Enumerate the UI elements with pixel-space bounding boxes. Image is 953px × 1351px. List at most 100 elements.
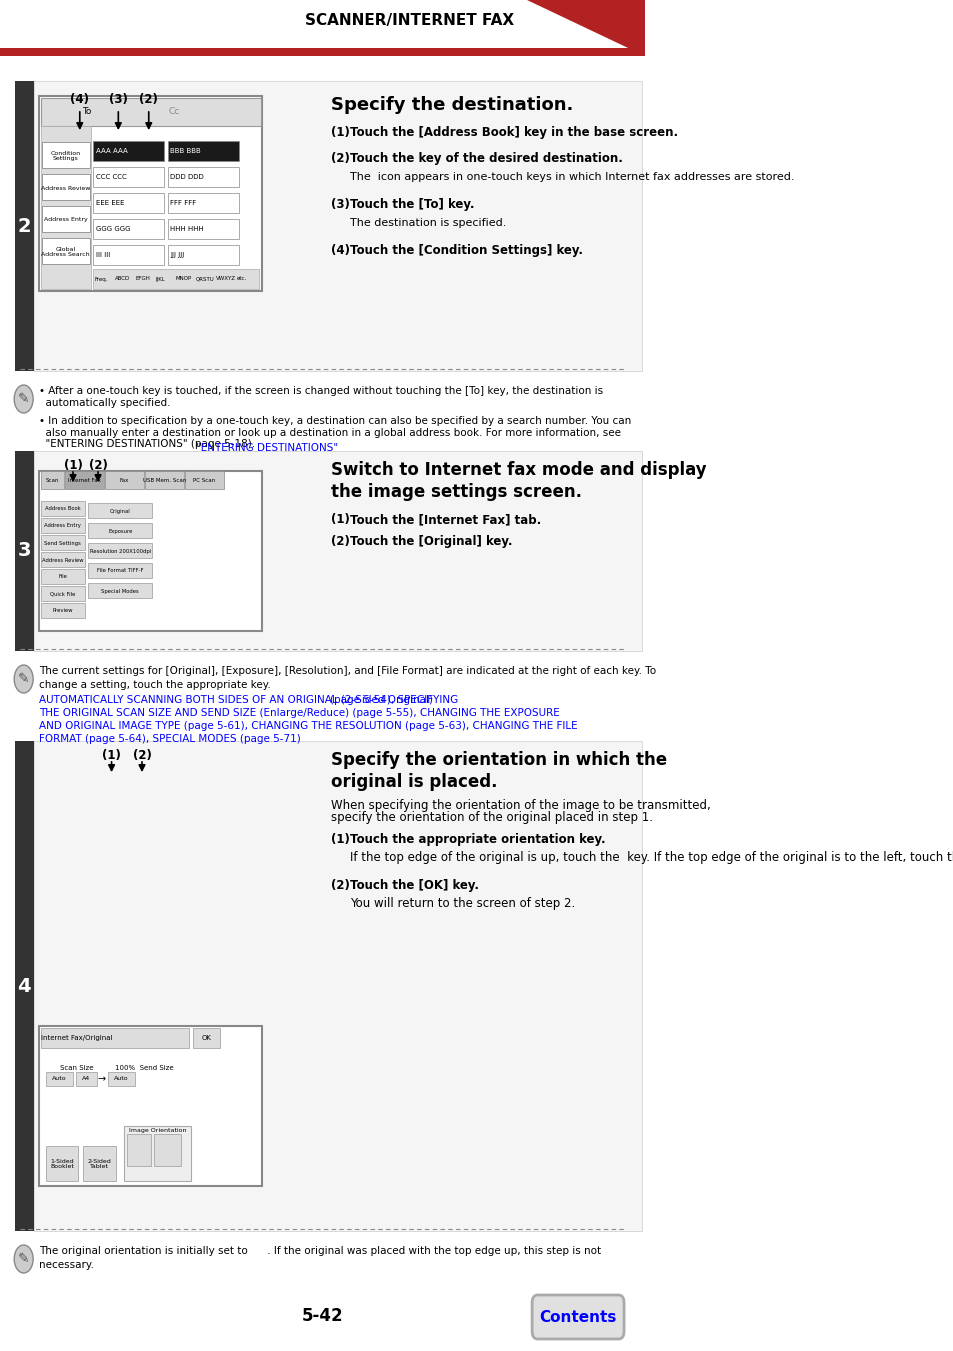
- Bar: [88, 503, 152, 517]
- Text: necessary.: necessary.: [39, 1260, 94, 1270]
- Bar: [41, 603, 85, 617]
- Text: PC Scan: PC Scan: [193, 477, 215, 482]
- Text: HHH HHH: HHH HHH: [171, 226, 204, 232]
- Bar: [41, 99, 261, 126]
- Text: Preview: Preview: [52, 608, 73, 613]
- Text: original is placed.: original is placed.: [331, 773, 497, 790]
- Bar: [124, 1125, 192, 1181]
- Text: (2): (2): [331, 153, 350, 165]
- Bar: [88, 543, 152, 558]
- Bar: [33, 451, 641, 651]
- Text: • In addition to specification by a one-touch key, a destination can also be spe: • In addition to specification by a one-…: [39, 416, 631, 449]
- Text: VWXYZ: VWXYZ: [216, 277, 236, 281]
- Text: Touch the [Address Book] key in the base screen.: Touch the [Address Book] key in the base…: [350, 126, 678, 139]
- Text: Special Modes: Special Modes: [101, 589, 139, 593]
- Text: Switch to Internet fax mode and display: Switch to Internet fax mode and display: [331, 461, 706, 480]
- Text: ✎: ✎: [18, 671, 30, 686]
- Bar: [108, 1071, 135, 1086]
- Bar: [41, 569, 85, 584]
- Bar: [154, 1133, 181, 1166]
- Text: QRSTU: QRSTU: [196, 277, 214, 281]
- Bar: [168, 168, 238, 186]
- Bar: [93, 269, 258, 289]
- Text: III III: III III: [96, 253, 111, 258]
- Text: File Format TIFF-F: File Format TIFF-F: [97, 569, 144, 574]
- FancyBboxPatch shape: [532, 1296, 623, 1339]
- Text: etc.: etc.: [236, 277, 247, 281]
- Text: 4: 4: [17, 977, 31, 996]
- Text: Global
Address Search: Global Address Search: [41, 247, 90, 258]
- Bar: [93, 141, 164, 161]
- Circle shape: [14, 665, 33, 693]
- Text: THE ORIGINAL SCAN SIZE AND SEND SIZE (Enlarge/Reduce) (page 5-55), CHANGING THE : THE ORIGINAL SCAN SIZE AND SEND SIZE (En…: [39, 708, 559, 717]
- Text: Internet Fax: Internet Fax: [68, 477, 101, 482]
- Text: ✎: ✎: [18, 1252, 30, 1266]
- Bar: [42, 205, 90, 232]
- Bar: [93, 168, 164, 186]
- Text: (2): (2): [331, 880, 350, 892]
- Text: To: To: [82, 108, 91, 116]
- Text: (1): (1): [102, 748, 121, 762]
- Text: The original orientation is initially set to      . If the original was placed w: The original orientation is initially se…: [39, 1246, 600, 1256]
- Text: Auto: Auto: [52, 1077, 67, 1082]
- Text: Auto: Auto: [114, 1077, 129, 1082]
- Text: 5-42: 5-42: [301, 1306, 343, 1325]
- Text: (3): (3): [109, 93, 128, 105]
- Text: FFF FFF: FFF FFF: [171, 200, 196, 205]
- Text: AUTOMATICALLY SCANNING BOTH SIDES OF AN ORIGINAL (2-Sided Original): AUTOMATICALLY SCANNING BOTH SIDES OF AN …: [39, 694, 433, 705]
- Bar: [41, 553, 85, 567]
- Text: Address Entry: Address Entry: [45, 523, 81, 528]
- Bar: [41, 517, 85, 534]
- Text: Resolution 200X100dpi: Resolution 200X100dpi: [90, 549, 151, 554]
- Text: (2): (2): [89, 459, 108, 471]
- Circle shape: [14, 1246, 33, 1273]
- Text: 2: 2: [17, 216, 31, 235]
- Text: 100%  Send Size: 100% Send Size: [114, 1065, 173, 1071]
- Polygon shape: [527, 0, 644, 55]
- Text: File: File: [58, 574, 68, 580]
- Bar: [127, 1133, 151, 1166]
- Text: Internet Fax/Original: Internet Fax/Original: [41, 1035, 112, 1042]
- Bar: [41, 126, 91, 289]
- Text: (1): (1): [331, 513, 350, 526]
- Text: Touch the [OK] key.: Touch the [OK] key.: [350, 880, 478, 892]
- Bar: [15, 81, 33, 372]
- Text: Exposure: Exposure: [108, 528, 132, 534]
- Bar: [145, 471, 184, 489]
- Text: Image Orientation: Image Orientation: [129, 1128, 186, 1133]
- Bar: [41, 501, 85, 516]
- Text: 3: 3: [17, 542, 31, 561]
- Text: ABCD: ABCD: [114, 277, 130, 281]
- Bar: [93, 219, 164, 239]
- Bar: [33, 740, 641, 1231]
- Bar: [168, 219, 238, 239]
- Bar: [15, 740, 33, 1231]
- Text: (2): (2): [139, 93, 158, 105]
- Bar: [193, 1028, 220, 1048]
- Text: Address Entry: Address Entry: [44, 218, 88, 223]
- Text: →: →: [97, 1074, 106, 1084]
- Text: Send Settings: Send Settings: [45, 540, 81, 546]
- Bar: [168, 193, 238, 213]
- Bar: [42, 174, 90, 200]
- Bar: [41, 535, 85, 550]
- Text: CCC CCC: CCC CCC: [96, 174, 127, 180]
- Bar: [42, 238, 90, 263]
- Text: Touch the [Original] key.: Touch the [Original] key.: [350, 535, 512, 549]
- Text: Address Review: Address Review: [41, 185, 91, 190]
- Text: OK: OK: [202, 1035, 212, 1042]
- Circle shape: [14, 385, 33, 413]
- Text: (4): (4): [331, 245, 350, 257]
- Text: (1): (1): [64, 459, 82, 471]
- Text: Address Review: Address Review: [42, 558, 84, 562]
- Text: ✎: ✎: [18, 392, 30, 407]
- Bar: [88, 563, 152, 578]
- Text: Contents: Contents: [538, 1309, 617, 1324]
- Text: (page 5-54), SPECIFYING: (page 5-54), SPECIFYING: [330, 694, 457, 705]
- Text: MNOP: MNOP: [175, 277, 192, 281]
- Text: The  icon appears in one-touch keys in which Internet fax addresses are stored.: The icon appears in one-touch keys in wh…: [350, 172, 794, 182]
- Text: (2): (2): [132, 748, 152, 762]
- Text: Specify the orientation in which the: Specify the orientation in which the: [331, 751, 667, 769]
- Bar: [168, 141, 238, 161]
- Bar: [41, 1028, 189, 1048]
